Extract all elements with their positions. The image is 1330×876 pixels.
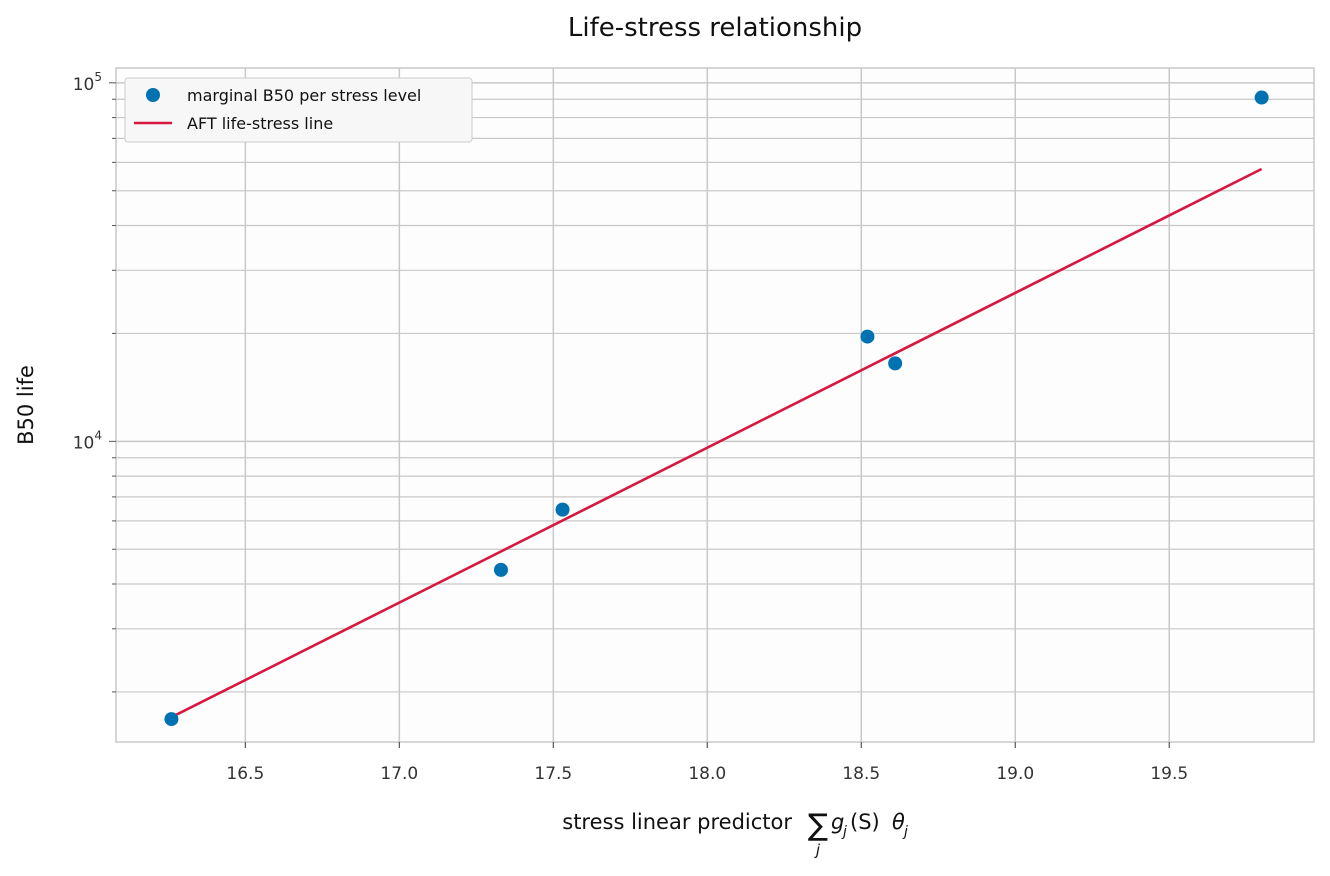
y-axis-label: B50 life — [14, 365, 38, 445]
legend-label-line: AFT life-stress line — [187, 114, 333, 133]
grid — [116, 68, 1314, 742]
x-axis-label-g: g — [831, 810, 844, 834]
x-axis-label-sum-sub: j — [814, 841, 821, 859]
x-axis-label-theta-sub: j — [902, 824, 908, 840]
x-axis-label-theta: θ — [892, 810, 905, 834]
series-line-aft — [170, 167, 1263, 719]
legend-label-points: marginal B50 per stress level — [187, 86, 421, 105]
x-tick-label: 18.0 — [688, 764, 726, 784]
x-axis-label: stress linear predictor ∑ j g j (S) θ j — [562, 808, 908, 859]
x-tick-labels: 16.5 17.0 17.5 18.0 18.5 19.0 19.5 — [226, 742, 1188, 784]
plot-area — [115, 67, 1315, 743]
legend-box — [124, 77, 473, 143]
legend: marginal B50 per stress level AFT life-s… — [124, 77, 473, 143]
series-layer — [164, 90, 1269, 727]
data-point — [555, 502, 570, 517]
data-point — [164, 712, 179, 727]
data-point — [493, 562, 508, 577]
chart-title: Life-stress relationship — [568, 13, 862, 43]
legend-marker-points — [146, 88, 160, 102]
data-point — [888, 356, 903, 371]
x-tick-label: 17.5 — [534, 764, 572, 784]
x-tick-label: 16.5 — [226, 764, 264, 784]
data-point — [1254, 90, 1269, 105]
x-axis-label-sum: ∑ — [808, 808, 828, 843]
y-tick-label: 105 — [73, 70, 102, 95]
data-point — [860, 329, 875, 344]
x-axis-label-args: (S) — [850, 810, 880, 834]
x-tick-label: 19.0 — [996, 764, 1034, 784]
x-tick-label: 18.5 — [842, 764, 880, 784]
x-tick-label: 19.5 — [1150, 764, 1188, 784]
x-tick-label: 17.0 — [380, 764, 418, 784]
x-axis-label-text: stress linear predictor — [562, 810, 792, 834]
x-axis-label-g-sub: j — [841, 824, 847, 840]
y-tick-label: 104 — [73, 428, 102, 453]
y-tick-labels: 104 105 — [73, 70, 116, 693]
